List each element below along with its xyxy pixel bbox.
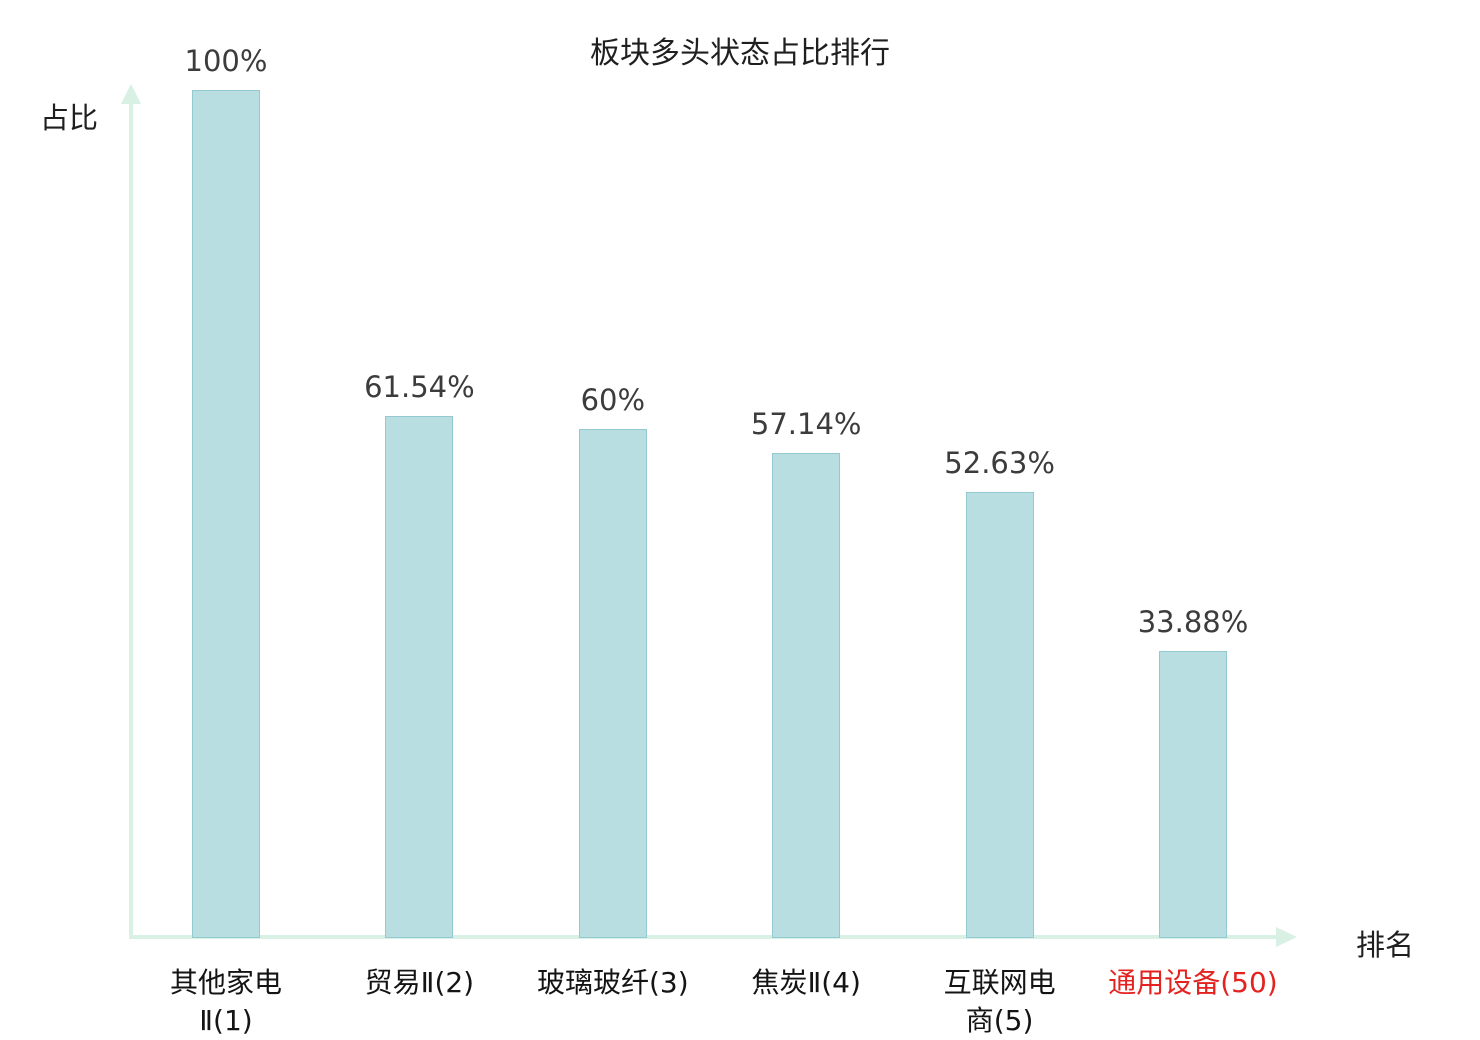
bar-6 [1159, 651, 1227, 938]
bar-4 [772, 453, 841, 938]
bar-value-label: 100% [184, 44, 268, 78]
bar-value-label: 57.14% [750, 407, 862, 441]
bar-5 [965, 492, 1034, 938]
x-tick-label: 玻璃玻纤(3) [536, 966, 689, 999]
x-axis-label: 排名 [1356, 928, 1415, 962]
x-tick-label: 贸易Ⅱ(2) [364, 966, 475, 999]
bar-value-label: 60% [580, 383, 646, 417]
y-axis-label: 占比 [40, 101, 99, 135]
x-tick-label: 焦炭Ⅱ(4) [751, 966, 861, 999]
bar-1 [192, 90, 260, 938]
bar-2 [385, 416, 454, 938]
y-axis-arrow-icon [121, 84, 141, 104]
bar-3 [578, 429, 647, 938]
bar-value-label: 33.88% [1137, 605, 1249, 639]
x-tick-label: 互联网电 商(5) [943, 966, 1056, 1037]
x-axis-arrow-icon [1276, 927, 1297, 947]
bar-value-label: 61.54% [364, 370, 475, 404]
x-tick-label: 其他家电 Ⅱ(1) [169, 966, 282, 1037]
x-tick-label: 通用设备(50) [1108, 966, 1278, 999]
bar-value-label: 52.63% [944, 446, 1055, 480]
chart-title: 板块多头状态占比排行 [590, 36, 890, 71]
